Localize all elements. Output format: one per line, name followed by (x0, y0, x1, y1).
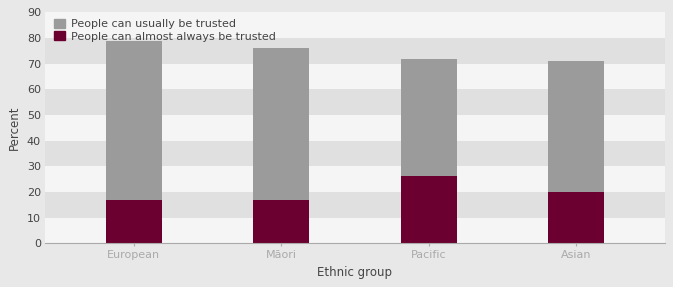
Bar (45, 64, 665, 89)
Bar (400, 177, 457, 243)
X-axis label: Ethnic group: Ethnic group (318, 266, 392, 279)
Bar (106, 199, 162, 243)
Bar (45, 115, 665, 141)
Bar (45, 141, 665, 166)
Bar (400, 59, 457, 177)
Bar (548, 61, 604, 192)
Bar (45, 166, 665, 192)
Bar (45, 12, 665, 38)
Bar (45, 38, 665, 64)
Bar (45, 89, 665, 115)
Bar (45, 192, 665, 218)
Bar (253, 199, 309, 243)
Bar (106, 40, 162, 199)
Y-axis label: Percent: Percent (8, 106, 22, 150)
Bar (548, 192, 604, 243)
Bar (253, 48, 309, 199)
Bar (45, 218, 665, 243)
Legend: People can usually be trusted, People can almost always be trusted: People can usually be trusted, People ca… (50, 15, 279, 45)
